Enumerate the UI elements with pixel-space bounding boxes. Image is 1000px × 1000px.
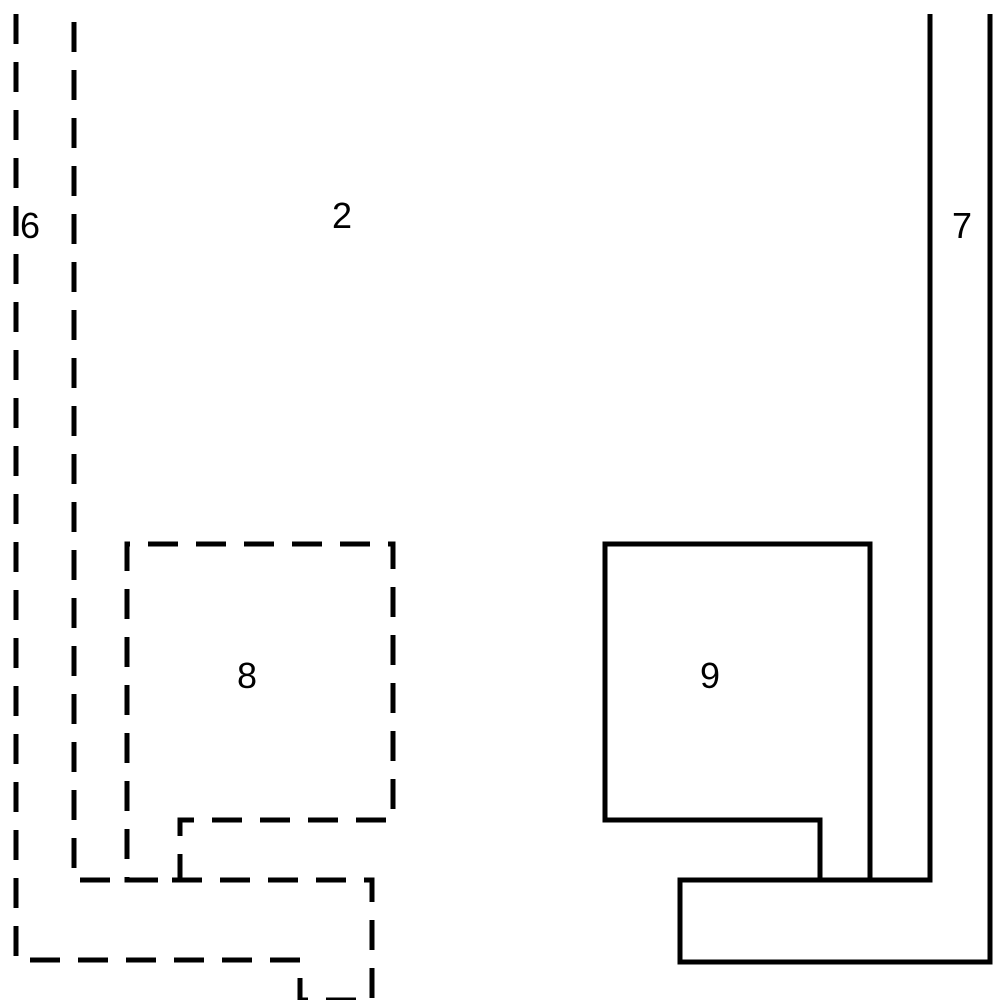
label-9: 9 (700, 655, 720, 697)
label-8: 8 (237, 655, 257, 697)
label-7: 7 (952, 205, 972, 247)
shape-left-dashed (16, 14, 393, 1000)
label-2: 2 (332, 195, 352, 237)
shape-right-solid (605, 14, 990, 962)
label-6: 6 (20, 205, 40, 247)
diagram-canvas (0, 0, 1000, 1000)
